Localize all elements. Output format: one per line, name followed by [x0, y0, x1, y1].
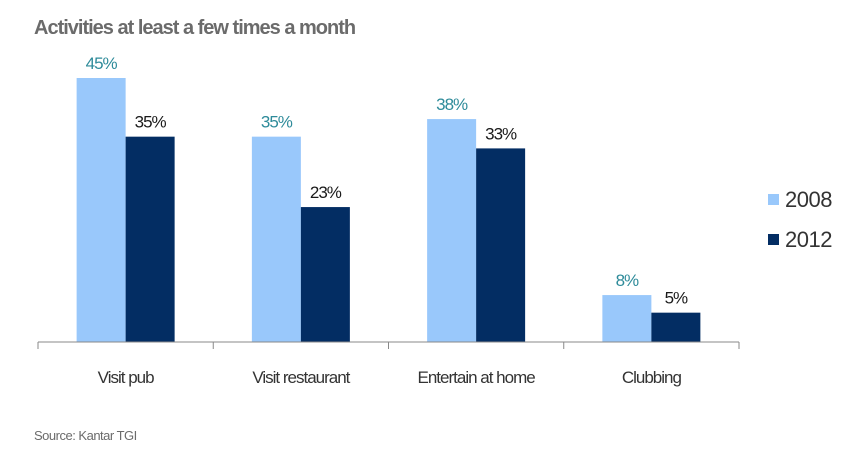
data-label-2012-3: 5% [665, 289, 688, 308]
data-label-2012-2: 33% [485, 124, 517, 143]
legend-label-2008: 2008 [785, 187, 832, 212]
data-label-2008-1: 35% [261, 113, 293, 132]
category-label-0: Visit pub [98, 368, 154, 387]
bar-2012-0 [125, 136, 175, 342]
legend-swatch-2008 [768, 194, 779, 206]
data-label-2012-1: 23% [310, 183, 342, 202]
data-label-2008-0: 45% [86, 54, 118, 73]
bar-2008-3 [602, 295, 652, 342]
bar-2008-2 [427, 119, 477, 342]
data-label-2008-3: 8% [616, 271, 639, 290]
bar-2008-0 [76, 78, 126, 342]
category-label-2: Entertain at home [418, 368, 536, 387]
source-note: Source: Kantar TGI [34, 428, 137, 443]
category-label-3: Clubbing [622, 368, 682, 387]
legend-item-2012: 2012 [768, 227, 832, 253]
bar-2008-1 [251, 136, 301, 342]
category-label-1: Visit restaurant [252, 368, 350, 387]
legend-item-2008: 2008 [768, 187, 832, 213]
legend-label-2012: 2012 [785, 227, 832, 252]
bar-2012-1 [300, 207, 350, 342]
legend-swatch-2012 [768, 234, 779, 246]
data-label-2012-0: 35% [135, 113, 167, 132]
bar-2012-2 [476, 148, 526, 342]
data-label-2008-2: 38% [436, 95, 468, 114]
bar-2012-3 [651, 312, 701, 342]
chart-title: Activities at least a few times a month [34, 17, 356, 39]
